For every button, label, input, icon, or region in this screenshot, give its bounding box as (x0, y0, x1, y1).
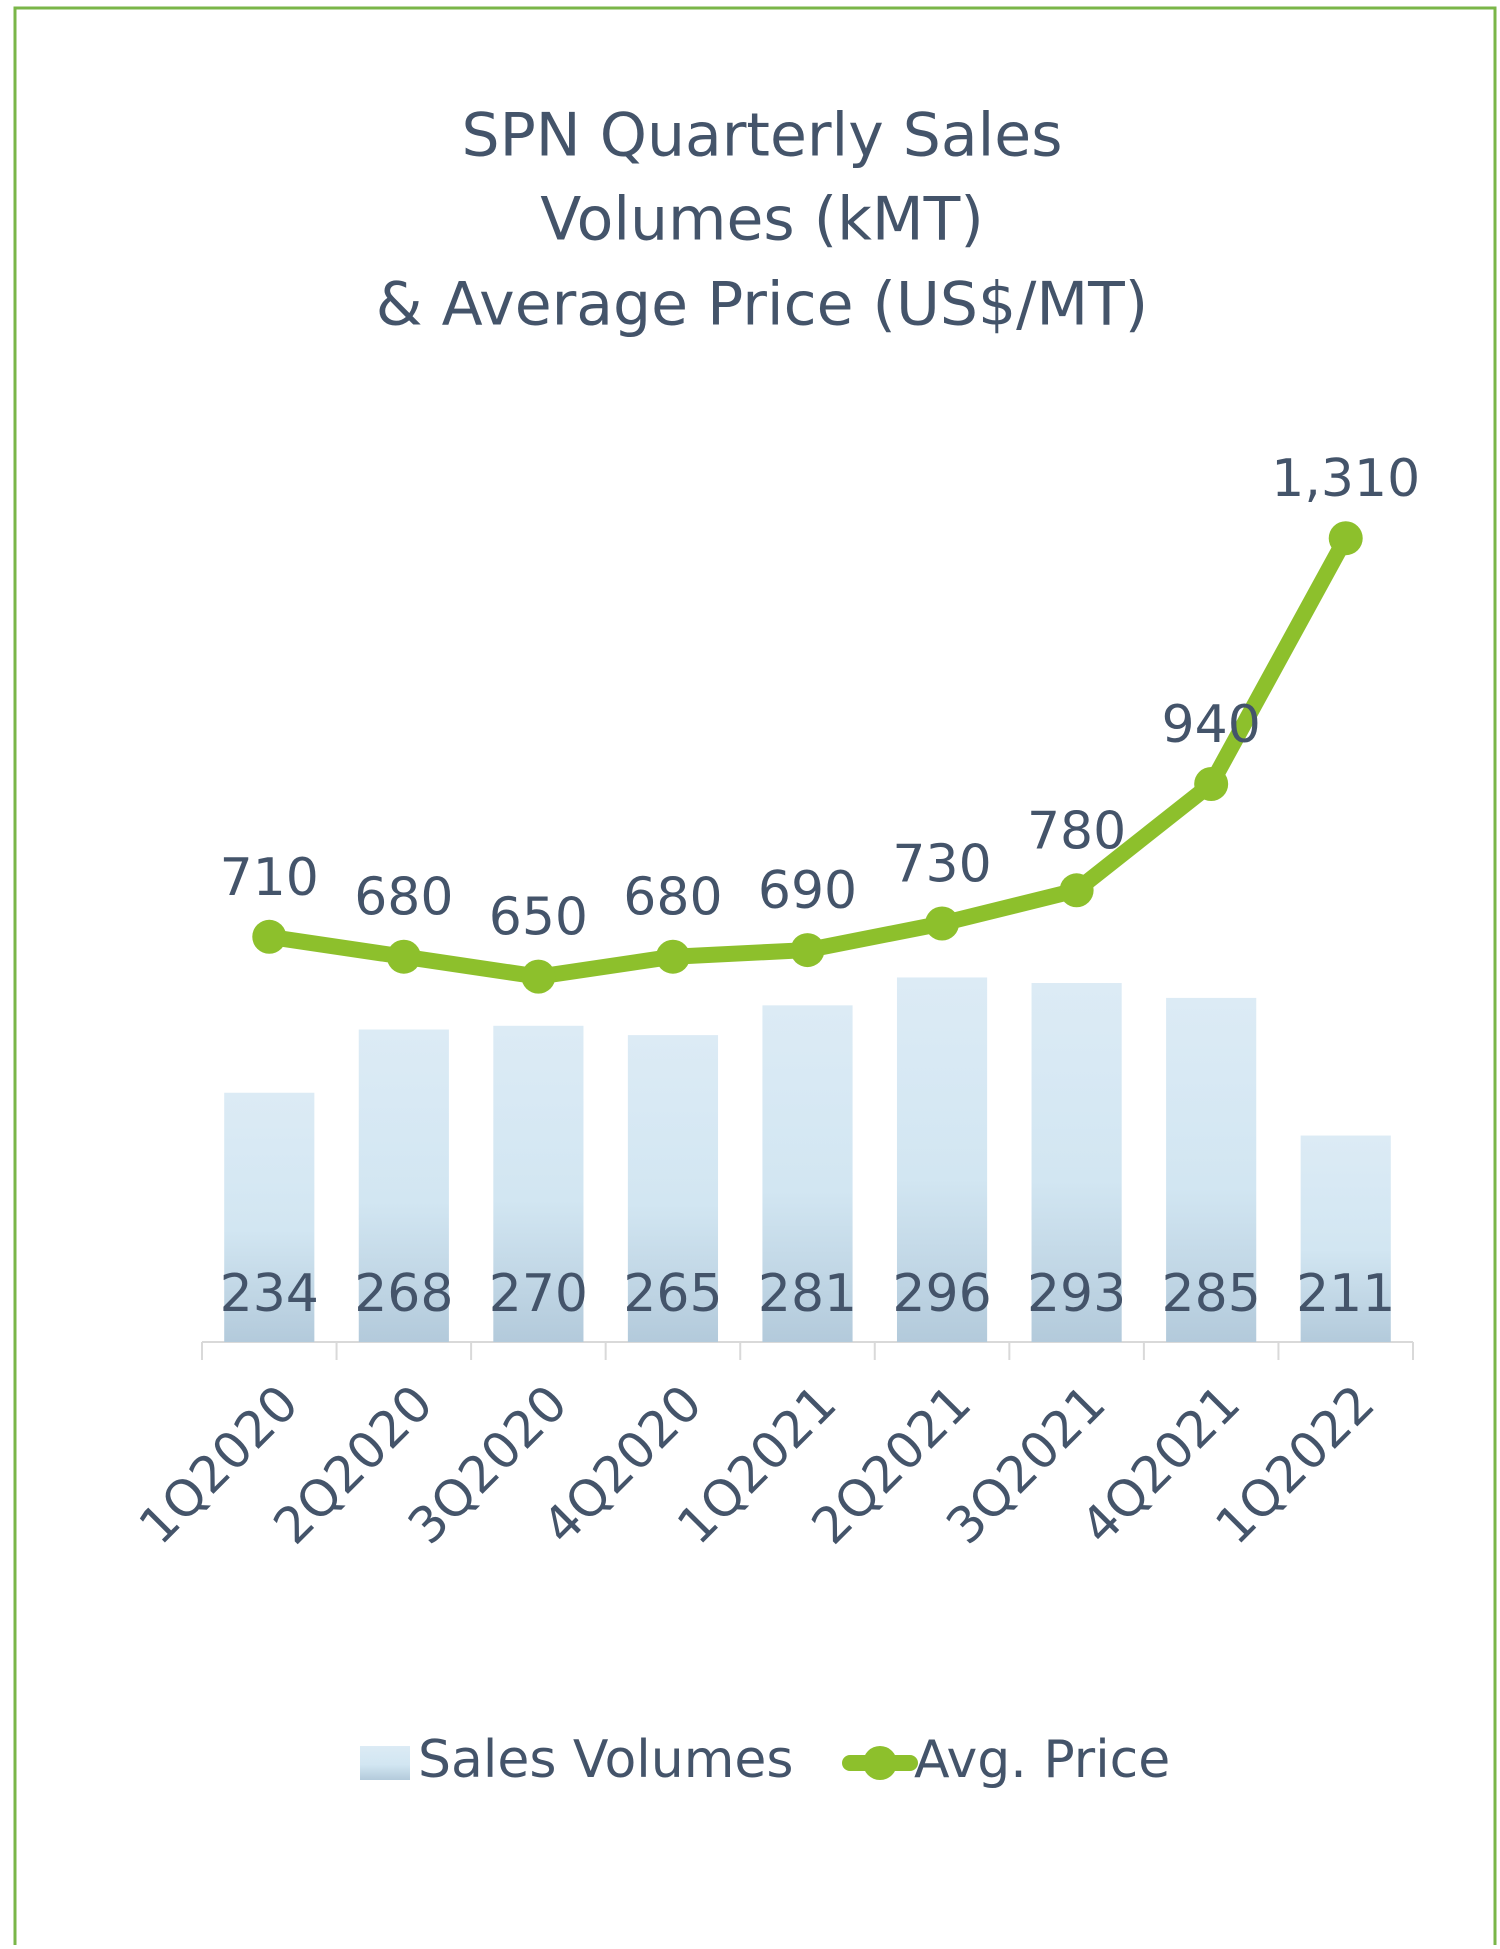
bar (358, 1029, 449, 1342)
bar-value-label: 270 (489, 1264, 588, 1324)
bar (627, 1035, 719, 1342)
bar-value-label: 234 (220, 1264, 319, 1324)
chart-title: & Average Price (US$/MT) (376, 270, 1148, 340)
line-value-label: 780 (1027, 801, 1126, 861)
line-marker (1194, 767, 1229, 801)
frame (13, 6, 1497, 1949)
chart-title: Volumes (kMT) (540, 185, 983, 255)
line-marker (1059, 873, 1094, 908)
line-value-label: 690 (758, 861, 857, 921)
legend-marker (863, 1746, 897, 1780)
bar (1166, 997, 1257, 1342)
chart-title: SPN Quarterly Sales (462, 101, 1063, 171)
line-value-label: 680 (623, 868, 722, 928)
bar-value-label: 285 (1162, 1264, 1261, 1324)
bar (224, 1092, 315, 1342)
legend-label: Sales Volumes (418, 1730, 793, 1790)
line-marker (655, 939, 690, 974)
bar (896, 977, 988, 1342)
line-marker (521, 959, 556, 994)
bar-value-label: 265 (623, 1264, 722, 1324)
line-value-label: 680 (354, 868, 453, 928)
legend-label: Avg. Price (914, 1730, 1170, 1790)
bar (1031, 983, 1122, 1342)
line-value-label: 1,310 (1271, 449, 1420, 509)
bar (1300, 1135, 1391, 1342)
line-marker (252, 919, 287, 954)
line-value-label: 940 (1162, 695, 1261, 755)
line-marker (790, 933, 825, 968)
legend-swatch (360, 1746, 410, 1780)
line-value-label: 710 (220, 848, 319, 908)
bar-value-label: 268 (354, 1264, 453, 1324)
line-value-label: 650 (489, 888, 588, 948)
bar (493, 1025, 584, 1342)
bar-value-label: 281 (758, 1264, 857, 1324)
bar-value-label: 211 (1296, 1264, 1395, 1324)
line-marker (1328, 521, 1363, 556)
line-marker (386, 939, 421, 974)
bar (762, 1005, 853, 1342)
bar-value-label: 296 (892, 1264, 991, 1324)
line-marker (925, 906, 960, 941)
line-value-label: 730 (892, 835, 991, 895)
bar-value-label: 293 (1027, 1264, 1126, 1324)
